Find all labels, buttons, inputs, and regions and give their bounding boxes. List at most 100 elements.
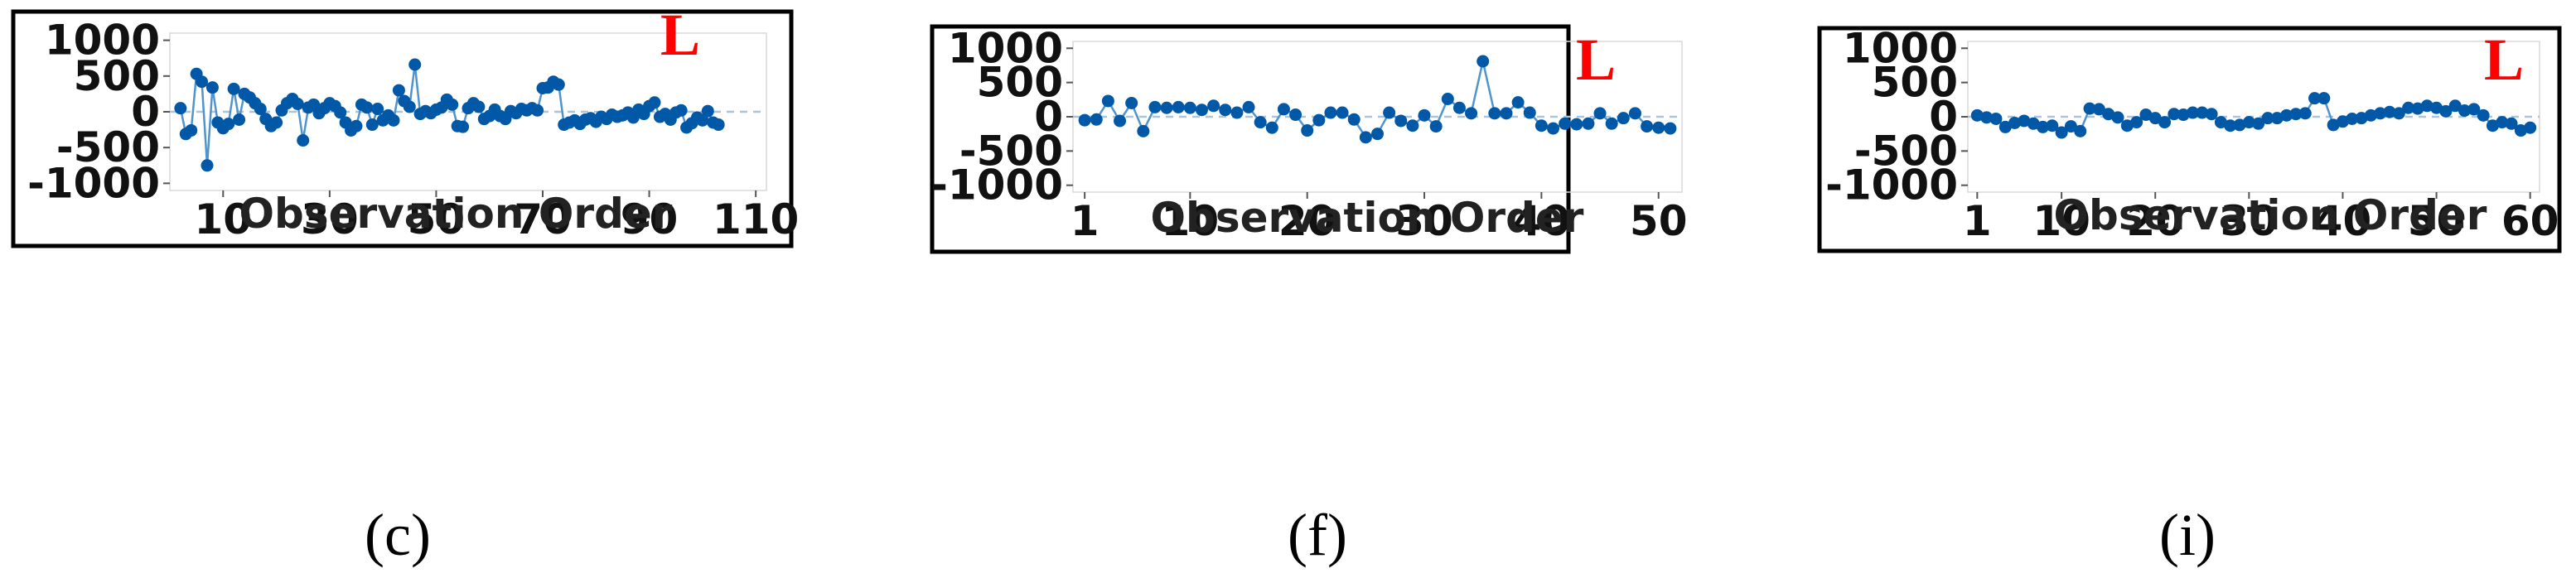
data-point [2430, 101, 2443, 114]
data-point [2196, 106, 2209, 119]
data-point [2364, 108, 2377, 122]
data-point [291, 98, 304, 110]
data-point [2252, 117, 2265, 130]
x-tick-label: 50 [1630, 197, 1688, 245]
data-point [1114, 114, 1127, 128]
data-point [1652, 121, 1665, 134]
x-tick-label: 50 [2408, 197, 2466, 245]
data-point [2148, 112, 2162, 125]
data-point [1628, 107, 1641, 120]
data-point [1970, 108, 1984, 122]
data-point [712, 118, 725, 132]
data-point [2524, 121, 2537, 134]
data-point [1195, 104, 1208, 117]
data-point [1534, 119, 1548, 132]
data-point [2280, 108, 2293, 122]
data-point [360, 101, 374, 114]
data-point [2439, 104, 2453, 118]
data-point [185, 123, 198, 137]
data-point [2308, 92, 2322, 105]
data-point [1998, 120, 2012, 133]
data-point [2139, 108, 2153, 122]
x-tick-label: 10 [194, 195, 252, 243]
x-tick-label: 1 [1071, 197, 1100, 245]
data-point [2298, 107, 2312, 120]
data-point [270, 116, 283, 129]
x-tick-label: 50 [408, 195, 466, 243]
y-tick-label: 1000 [948, 24, 1063, 72]
data-point [1980, 111, 1994, 124]
x-tick-label: 20 [1278, 197, 1336, 245]
data-point [1183, 101, 1196, 114]
data-point [2064, 120, 2077, 133]
data-point [1254, 116, 1267, 129]
data-point [696, 113, 709, 127]
data-point [1500, 107, 1513, 120]
data-point [1383, 106, 1396, 119]
data-point [297, 134, 310, 147]
data-point [1617, 112, 1630, 125]
data-point [201, 159, 214, 172]
data-point [2055, 126, 2068, 139]
x-tick-label: 10 [1162, 197, 1220, 245]
y-tick-label: 0 [131, 88, 160, 136]
data-point [1148, 100, 1162, 113]
data-point [2120, 119, 2134, 132]
data-point [1277, 103, 1290, 116]
data-point [1488, 107, 1501, 120]
chart-badge: L [660, 2, 700, 68]
data-point [334, 106, 347, 119]
data-point [457, 120, 470, 133]
x-axis-label: Observation Order [239, 190, 673, 238]
x-tick-label: 110 [713, 195, 799, 243]
data-point [2111, 111, 2124, 124]
data-point [2224, 119, 2237, 132]
data-point [674, 104, 688, 117]
data-point [1593, 107, 1607, 120]
data-point [2177, 108, 2190, 122]
data-point [233, 113, 246, 126]
data-point [1312, 113, 1326, 127]
y-tick-label: -500 [959, 127, 1063, 175]
data-point [2130, 116, 2143, 129]
y-tick-label: 1000 [1843, 24, 1958, 72]
data-point [1230, 106, 1244, 119]
data-point [365, 118, 379, 132]
data-point [1324, 106, 1337, 119]
chart-frame [930, 24, 1571, 254]
x-tick-label: 30 [301, 195, 359, 243]
data-point [552, 78, 565, 91]
data-point [2496, 116, 2509, 129]
data-point [2008, 116, 2022, 129]
data-point [2046, 119, 2059, 132]
x-tick-label: 1 [1963, 197, 1992, 245]
data-point [1664, 122, 1677, 135]
y-tick-label: 1000 [45, 17, 160, 65]
data-point [2205, 108, 2218, 121]
data-point [1090, 113, 1103, 126]
data-point [472, 100, 486, 113]
data-point [2477, 108, 2490, 122]
data-point [2374, 107, 2387, 120]
data-point [2289, 108, 2303, 121]
data-point [1101, 94, 1114, 108]
data-point [1406, 119, 1419, 132]
data-point [1137, 124, 1150, 137]
data-point [2467, 103, 2481, 116]
x-tick-label: 10 [2032, 197, 2090, 245]
data-point [1559, 117, 1572, 130]
data-point [701, 104, 714, 118]
data-point [2261, 112, 2274, 125]
y-tick-label: -1000 [27, 159, 160, 207]
data-point [2392, 107, 2405, 120]
data-point [2486, 119, 2499, 132]
data-point [648, 96, 661, 109]
data-point [205, 81, 219, 94]
data-point [1160, 101, 1173, 114]
data-point [1265, 121, 1278, 134]
x-tick-label: 40 [2314, 197, 2372, 245]
